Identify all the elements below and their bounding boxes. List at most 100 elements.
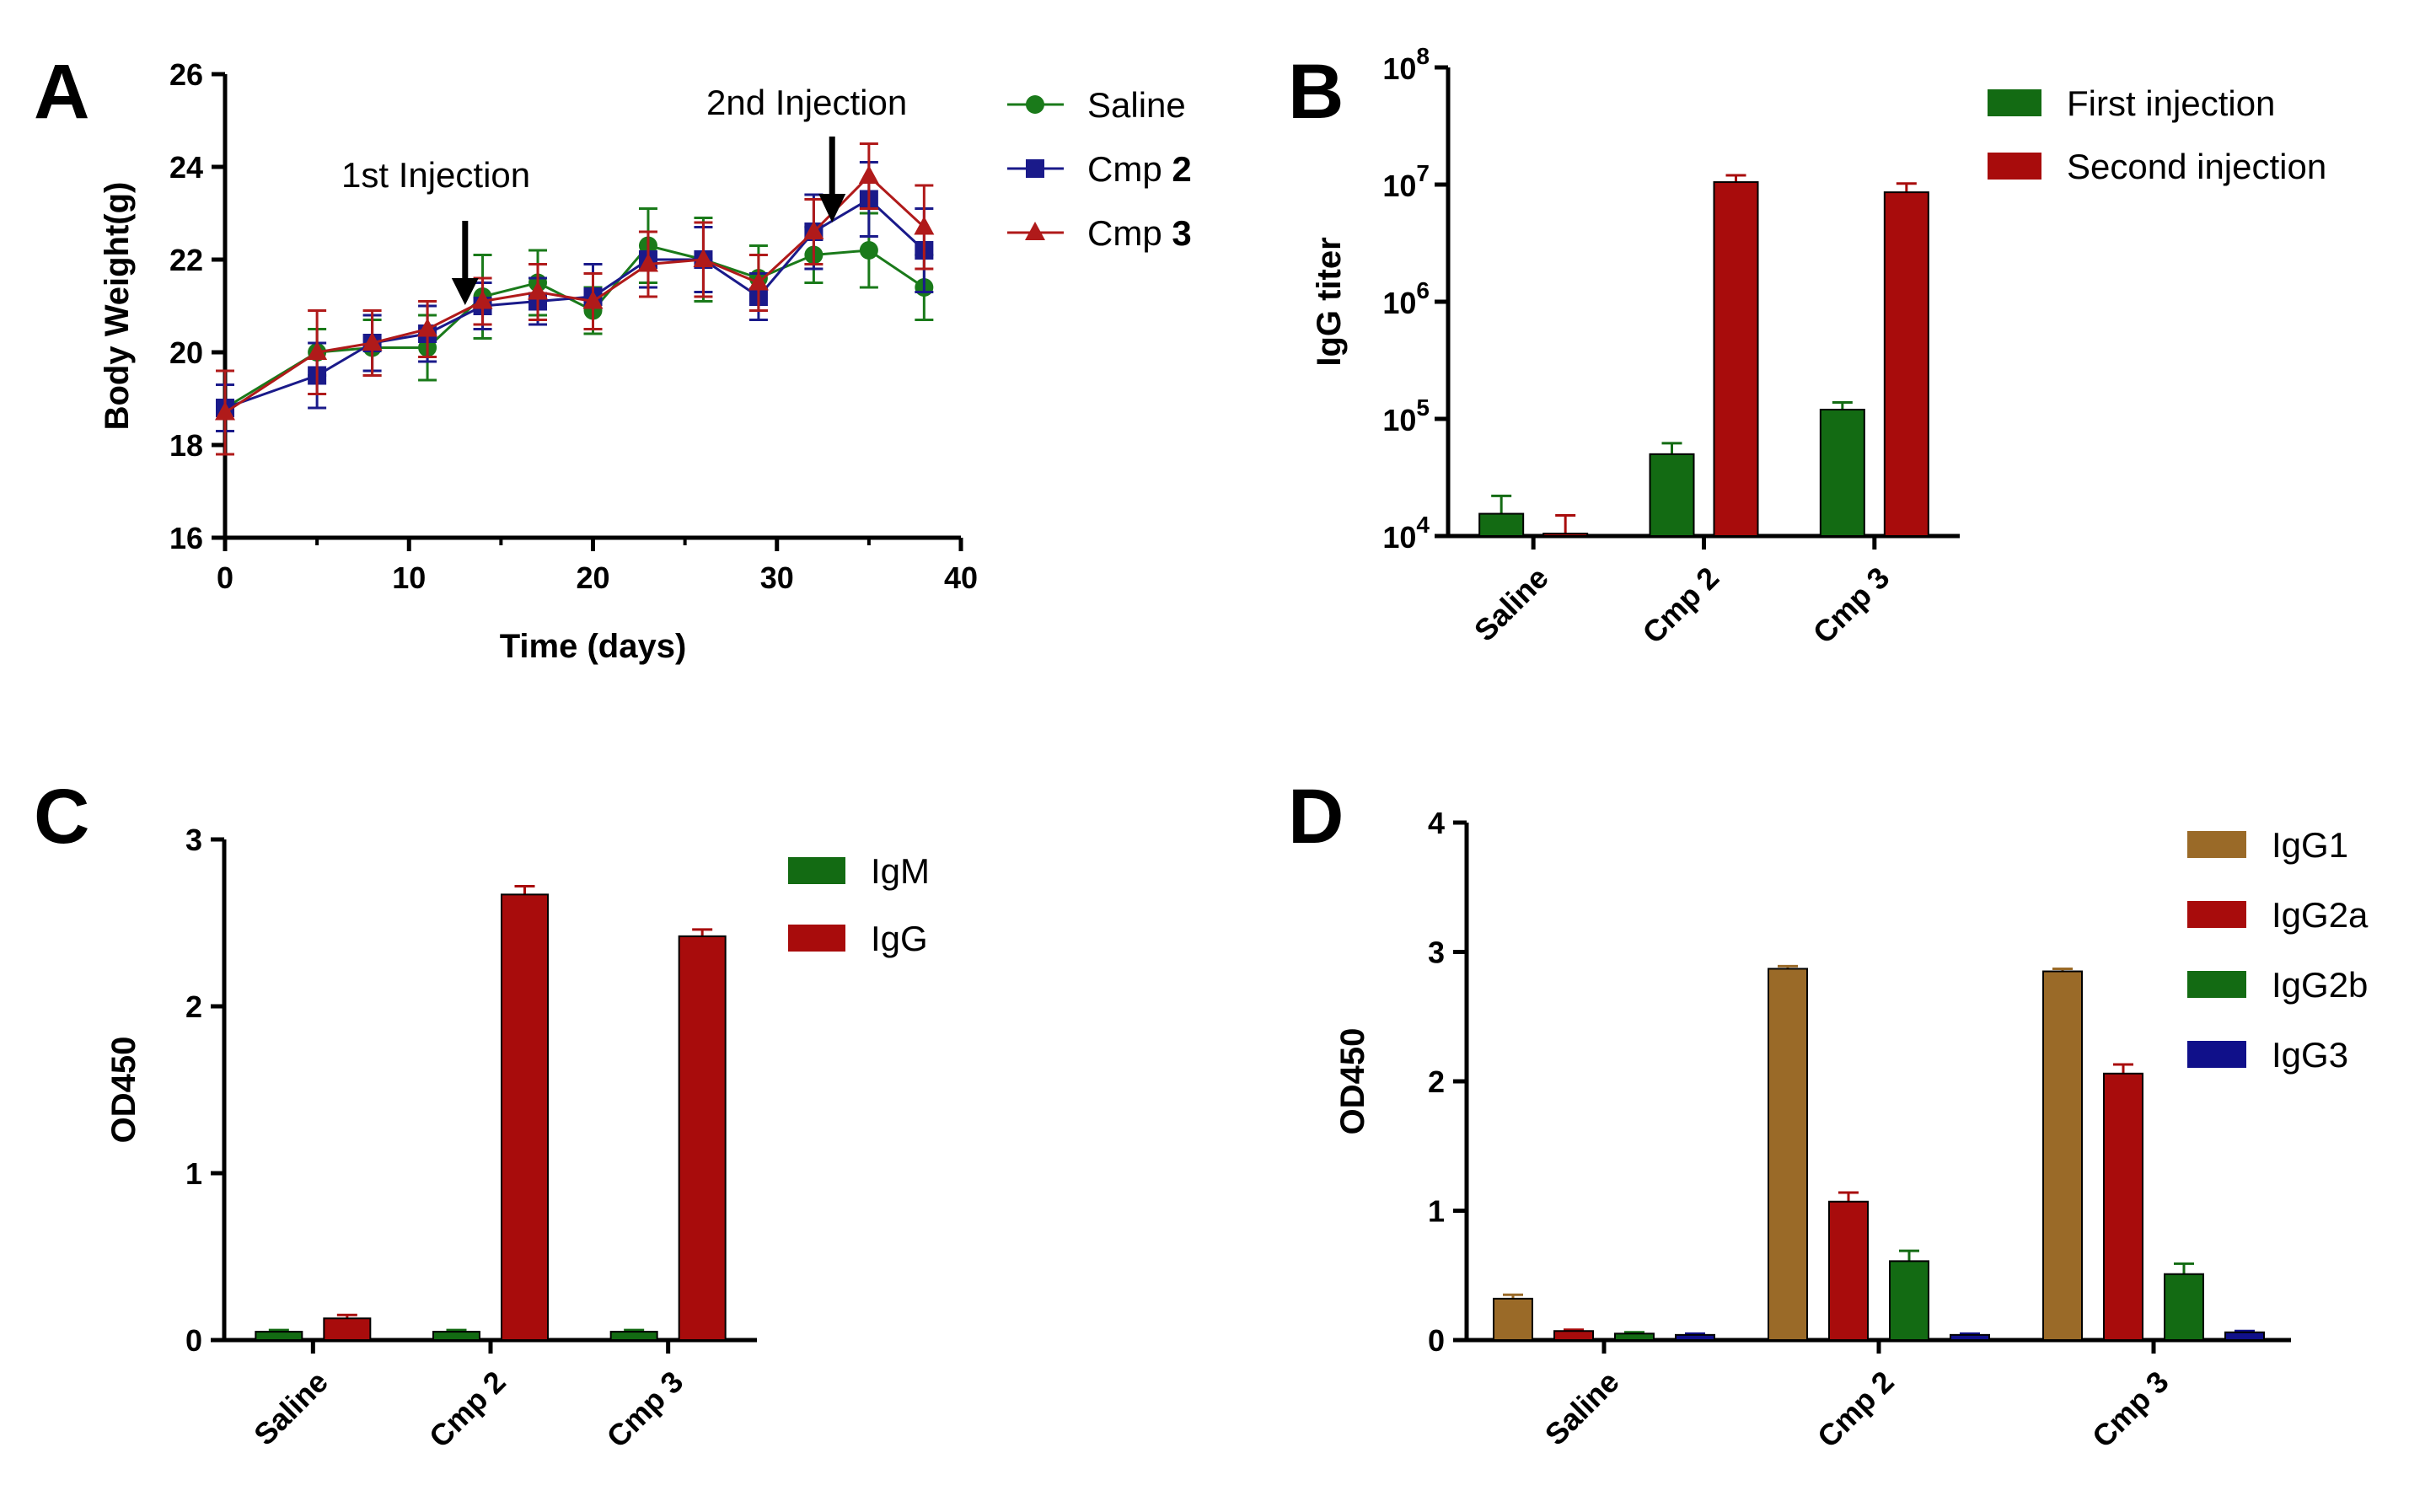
panel-c-ytick-label: 2: [185, 989, 202, 1024]
panel-d-bar-igg3-saline: [1675, 1333, 1715, 1341]
panel-a-legend-1-marker: [1026, 159, 1044, 178]
panel-b-legend-first-injection-swatch: [1988, 89, 2041, 116]
panel-b-legend-second-injection-label: Second injection: [2067, 147, 2326, 186]
panel-c-ylabel: OD450: [105, 1037, 142, 1144]
panel-d-bar-igg3-cmp-2: [1950, 1333, 1990, 1341]
panel-c-category-label-saline: Saline: [247, 1365, 335, 1452]
panel-letter-c: C: [34, 774, 89, 860]
panel-b-category-label-cmp-3: Cmp 3: [1806, 560, 1897, 651]
panel-d-bar-igg2b-cmp-2: [1889, 1260, 1929, 1341]
panel-d-bar-igg2a-cmp-2: [1828, 1200, 1869, 1341]
panel-a-legend-2-label: Cmp 3: [1087, 213, 1192, 253]
panel-b-bar-second-injection-cmp-3: [1883, 191, 1929, 538]
panel-c-axes: [222, 839, 757, 1343]
panel-a-series-2-point: [362, 332, 383, 351]
panel-b-ytick-label: 108: [1382, 43, 1430, 86]
panel-a-series-2-point: [215, 401, 235, 421]
panel-c-ytick-label: 3: [185, 823, 202, 857]
panel-c-legend-igg-label: IgG: [871, 919, 928, 958]
panel-d-axes: [1464, 823, 2291, 1343]
panel-a-series-2-point: [528, 281, 549, 300]
panel-a-series-2-line: [224, 174, 925, 414]
panel-b-ylabel: IgG titer: [1311, 237, 1348, 366]
panel-b-ytick-label: 107: [1382, 160, 1430, 203]
panel-letter-a: A: [34, 49, 89, 135]
panel-b-category-label-saline: Saline: [1467, 560, 1555, 648]
panel-b-bar-first-injection-cmp-3: [1819, 408, 1865, 537]
panel-a-ytick-label: 26: [169, 57, 203, 92]
panel-c-category-label-cmp-3: Cmp 3: [600, 1365, 690, 1455]
panel-d-legend-igg3-label: IgG3: [2272, 1035, 2348, 1075]
panel-d-bar-igg1-cmp-2: [1768, 968, 1808, 1341]
panel-b-bar-first-injection-saline: [1478, 512, 1525, 537]
panel-a-arrow-2-head: [818, 194, 846, 223]
panel-c-bar-igg-saline: [323, 1317, 372, 1342]
panel-d-bar-igg2a-saline: [1553, 1330, 1594, 1342]
panel-a-xtick-label: 20: [576, 560, 609, 595]
panel-d-legend-igg1-swatch: [2187, 831, 2246, 858]
panel-a-ytick-label: 16: [169, 521, 203, 555]
panel-a-series-2-point: [637, 253, 658, 272]
panel-letter-d: D: [1288, 774, 1344, 860]
panel-a-xtick-label: 0: [217, 560, 233, 595]
panel-c-bar-igm-cmp-3: [609, 1331, 658, 1341]
panel-a-arrow-1-head: [451, 278, 479, 305]
panel-d-legend-igg1-label: IgG1: [2272, 825, 2348, 865]
panel-c-bar-igm-saline: [255, 1331, 303, 1341]
panel-c-bar-igm-cmp-2: [432, 1331, 480, 1341]
panel-b-bar-second-injection-cmp-2: [1713, 181, 1759, 537]
panel-b-bar-first-injection-cmp-2: [1649, 453, 1695, 537]
panel-c-ytick-label: 0: [185, 1323, 202, 1358]
panel-d-category-label-cmp-2: Cmp 2: [1811, 1365, 1901, 1455]
panel-c-category-label-cmp-2: Cmp 2: [422, 1365, 512, 1455]
panel-c-bar-igg-cmp-2: [501, 893, 549, 1341]
panel-d-ytick-label: 1: [1428, 1194, 1445, 1229]
panel-a-series-2-point: [417, 318, 438, 337]
panel-a-ytick-label: 24: [169, 150, 203, 185]
panel-d-bar-igg3-cmp-3: [2224, 1331, 2265, 1342]
panel-d-legend-igg2b-label: IgG2b: [2272, 965, 2368, 1005]
panel-a-ytick-label: 20: [169, 335, 203, 370]
panel-a-legend-0-marker: [1026, 95, 1044, 114]
panel-b-legend-second-injection-swatch: [1988, 153, 2041, 180]
panel-d-bar-igg2b-cmp-3: [2164, 1273, 2204, 1341]
panel-d-bar-chart: 0 1 2 3 4 Saline Cmp 2 Cmp 3 OD450 IgG1 IgG2a IgG2b…: [1334, 806, 2369, 1454]
panel-d-ytick-label: 3: [1428, 936, 1445, 970]
panel-b-axes: [1446, 67, 1960, 539]
panel-a-legend-0-label: Saline: [1087, 85, 1186, 125]
panel-d-ytick-label: 4: [1428, 806, 1445, 840]
panel-a-legend-2-marker: [1025, 222, 1045, 240]
panel-b-legend-first-injection-label: First injection: [2067, 83, 2275, 123]
panel-d-bar-igg1-cmp-3: [2042, 970, 2083, 1342]
panel-a-ytick-label: 22: [169, 243, 203, 277]
panel-d-category-label-saline: Saline: [1538, 1365, 1626, 1452]
panel-a-series-0-point: [859, 241, 878, 260]
panel-a-xlabel: Time (days): [500, 628, 687, 665]
panel-b-ytick-label: 106: [1382, 277, 1430, 320]
panel-d-ylabel: OD450: [1334, 1028, 1371, 1135]
panel-b-category-label-cmp-2: Cmp 2: [1635, 560, 1725, 651]
panel-c-legend-igm-swatch: [788, 857, 845, 884]
panel-d-category-label-cmp-3: Cmp 3: [2085, 1365, 2176, 1455]
panel-a-annotation-2nd-injection: 2nd Injection: [706, 83, 907, 122]
panel-a-legend-1-label: Cmp 2: [1087, 149, 1192, 189]
panel-letter-b: B: [1288, 49, 1344, 135]
panel-d-ytick-label: 2: [1428, 1064, 1445, 1099]
panel-c-ytick-label: 1: [185, 1156, 202, 1191]
panel-a-ytick-label: 18: [169, 428, 203, 463]
panel-c-legend-igg-swatch: [788, 925, 845, 952]
panel-a-xtick-label: 40: [944, 560, 978, 595]
panel-d-bar-igg2b-saline: [1614, 1332, 1655, 1341]
panel-a-ylabel: Body Weight(g): [99, 182, 136, 431]
panel-a-line-chart: 16 18 20 22 24 26 0 10 20 30 40 Time (days) Body Wei…: [99, 57, 1192, 665]
panel-d-legend-igg3-swatch: [2187, 1041, 2246, 1068]
panel-a-series-2-point: [582, 290, 604, 309]
panel-a-series-2-point: [858, 165, 879, 184]
panel-d-bar-igg2a-cmp-3: [2103, 1072, 2143, 1342]
panel-a-series-2-point: [472, 290, 493, 309]
panel-a-series-2-point: [307, 341, 328, 360]
panel-b-ytick-label: 104: [1382, 512, 1430, 555]
panel-a-xtick-label: 10: [392, 560, 426, 595]
panel-d-legend-igg2b-swatch: [2187, 971, 2246, 998]
